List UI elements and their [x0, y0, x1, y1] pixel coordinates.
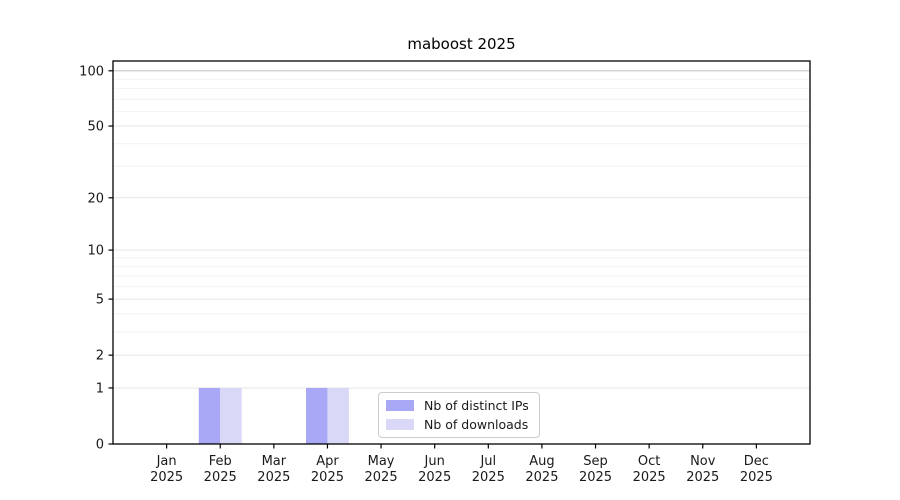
x-tick-label: Sep 2025: [579, 454, 612, 485]
bar-distinct-ips-apr: [306, 387, 328, 444]
x-tick-label: Jun 2025: [418, 454, 451, 485]
x-tick-label: Mar 2025: [257, 454, 290, 485]
bar-distinct-ips-feb: [198, 387, 221, 444]
chart-title: maboost 2025: [407, 35, 516, 53]
legend-label-distinct-ips: Nb of distinct IPs: [424, 398, 529, 413]
x-tick-label: Apr 2025: [311, 454, 344, 485]
x-tick-label: Aug 2025: [525, 454, 558, 485]
x-tick-label: Feb 2025: [204, 454, 237, 485]
legend: Nb of distinct IPs Nb of downloads: [378, 392, 540, 438]
y-tick-label: 1: [96, 381, 104, 396]
bar-downloads-apr: [327, 387, 349, 444]
legend-swatch-downloads: [386, 419, 414, 430]
x-tick-label: Dec 2025: [740, 454, 773, 485]
y-tick-label: 20: [87, 191, 104, 206]
legend-swatch-distinct-ips: [386, 400, 414, 411]
y-tick-label: 10: [87, 244, 104, 259]
y-tick-label: 0: [96, 438, 104, 453]
legend-item-distinct-ips: Nb of distinct IPs: [386, 398, 529, 413]
y-tick-label: 50: [87, 120, 104, 135]
bar-downloads-feb: [220, 387, 242, 444]
y-tick-label: 5: [96, 293, 104, 308]
x-tick-label: May 2025: [365, 454, 398, 485]
y-tick-label: 100: [79, 64, 104, 79]
axes-spines: [112, 60, 811, 445]
x-tick-label: Jul 2025: [472, 454, 505, 485]
y-tick-label: 2: [96, 349, 104, 364]
legend-item-downloads: Nb of downloads: [386, 417, 529, 432]
legend-label-downloads: Nb of downloads: [424, 417, 529, 432]
x-tick-label: Jan 2025: [150, 454, 183, 485]
x-tick-label: Oct 2025: [633, 454, 666, 485]
x-tick-label: Nov 2025: [686, 454, 719, 485]
